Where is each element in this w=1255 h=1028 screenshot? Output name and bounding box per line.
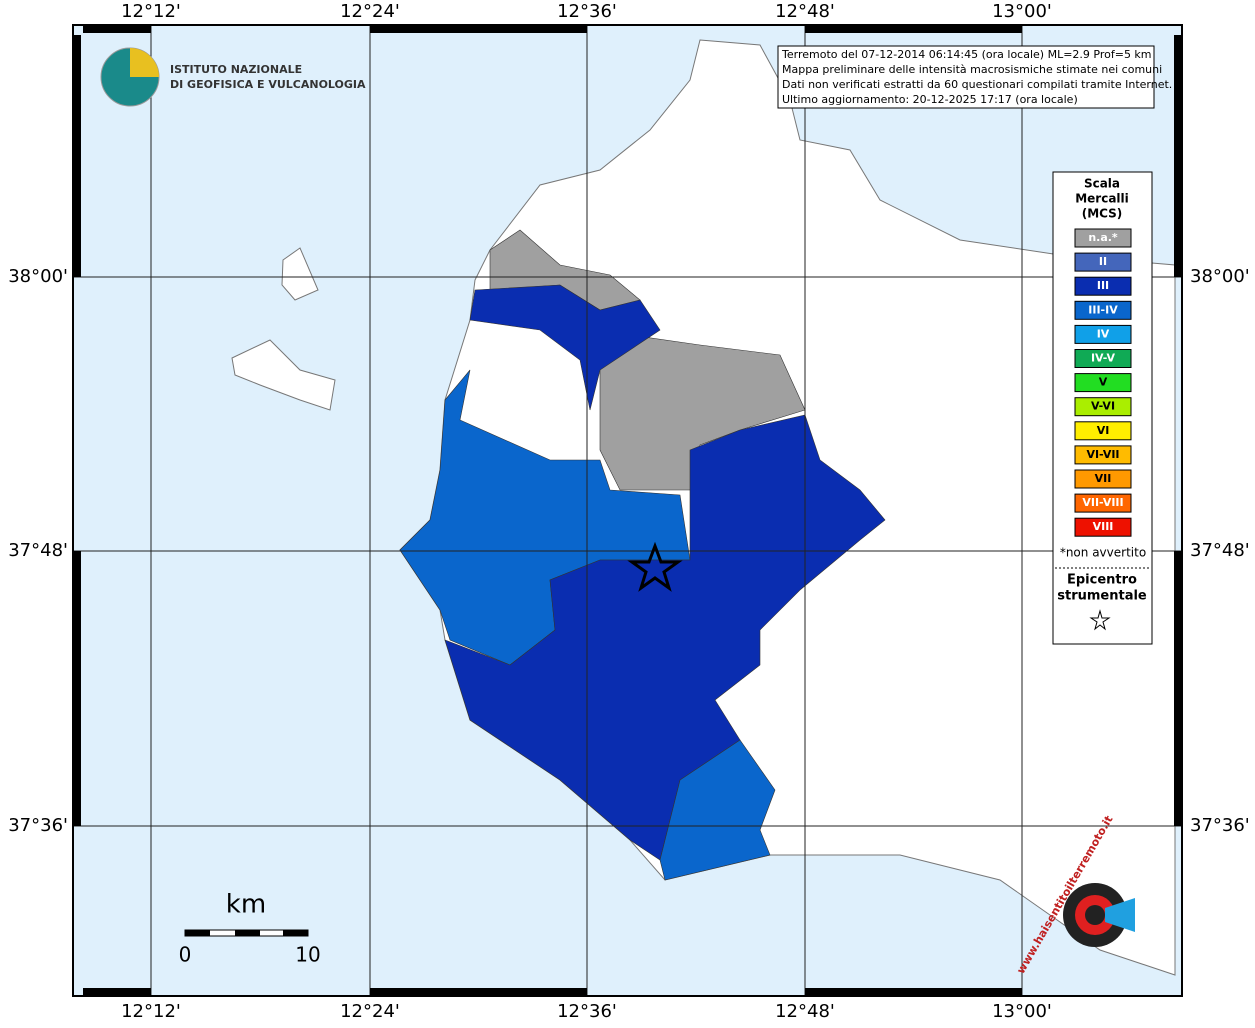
logo-text: ISTITUTO NAZIONALE <box>170 63 302 76</box>
info-line: Ultimo aggiornamento: 20-12-2025 17:17 (… <box>782 93 1078 106</box>
scale-label: 0 <box>179 943 192 967</box>
frame <box>72 24 1183 997</box>
legend-label: V <box>1099 376 1108 389</box>
graticule <box>73 25 1182 996</box>
legend-swatch <box>1074 252 1132 272</box>
legend-label: IV <box>1097 327 1110 340</box>
legend-label: VII-VIII <box>1082 496 1123 509</box>
lat-label: 37°36' <box>8 815 68 836</box>
logo-text: DI GEOFISICA E VULCANOLOGIA <box>170 78 366 91</box>
legend-swatch <box>1074 300 1132 320</box>
legend-swatch <box>1074 445 1132 465</box>
lon-label: 12°48' <box>775 1 835 22</box>
info-line: Terremoto del 07-12-2014 06:14:45 (ora l… <box>781 48 1152 61</box>
legend-label: VI <box>1097 424 1110 437</box>
lat-label: 37°48' <box>8 540 68 561</box>
lat-label: 38°00' <box>1190 266 1250 287</box>
lon-label: 12°24' <box>340 1001 400 1022</box>
legend-star <box>1089 609 1111 631</box>
legend-epicenter: strumentale <box>1057 589 1147 604</box>
legend-note: *non avvertito <box>1060 546 1146 560</box>
areas <box>399 229 886 881</box>
lon-label: 12°48' <box>775 1001 835 1022</box>
scale-unit: km <box>226 890 266 920</box>
info-box <box>777 45 1155 109</box>
legend-title: Scala <box>1084 177 1120 191</box>
legend-epicenter: Epicentro <box>1067 573 1137 588</box>
legend-label: VIII <box>1093 520 1114 533</box>
legend-label: VI-VII <box>1086 448 1119 461</box>
lon-label: 12°24' <box>340 1 400 22</box>
legend-swatch <box>1074 373 1132 393</box>
legend-title: (MCS) <box>1082 207 1123 221</box>
info-line: Dati non verificati estratti da 60 quest… <box>782 78 1172 91</box>
epicenter <box>627 541 683 592</box>
legend-label: III <box>1097 279 1109 292</box>
lat-label: 37°48' <box>1190 540 1250 561</box>
legend-swatch <box>1074 276 1132 296</box>
legend-label: II <box>1099 255 1107 268</box>
legend-swatch <box>1074 397 1132 417</box>
frame-ticks <box>73 25 1182 996</box>
legend-swatch <box>1074 469 1132 489</box>
lon-label: 12°12' <box>121 1001 181 1022</box>
legend-label: VII <box>1095 472 1112 485</box>
legend-swatch <box>1074 324 1132 344</box>
legend-swatch <box>1074 493 1132 513</box>
legend-label: n.a.* <box>1088 231 1118 244</box>
info-line: Mappa preliminare delle intensità macros… <box>782 63 1162 76</box>
legend-swatch <box>1074 228 1132 248</box>
lon-label: 12°36' <box>557 1 617 22</box>
lat-label: 37°36' <box>1190 815 1250 836</box>
lon-label: 13°00' <box>992 1001 1052 1022</box>
lon-label: 12°12' <box>121 1 181 22</box>
legend-label: III-IV <box>1088 303 1118 316</box>
legend-title: Mercalli <box>1075 192 1129 206</box>
lon-label: 13°00' <box>992 1 1052 22</box>
scale-label: 10 <box>295 943 320 967</box>
islands <box>231 247 336 411</box>
legend-label: IV-V <box>1091 352 1116 365</box>
legend-swatch <box>1074 517 1132 537</box>
legend-swatch <box>1074 421 1132 441</box>
legend-label: V-VI <box>1091 400 1115 413</box>
lon-label: 12°36' <box>557 1001 617 1022</box>
lat-label: 38°00' <box>8 266 68 287</box>
legend-swatch <box>1074 349 1132 368</box>
